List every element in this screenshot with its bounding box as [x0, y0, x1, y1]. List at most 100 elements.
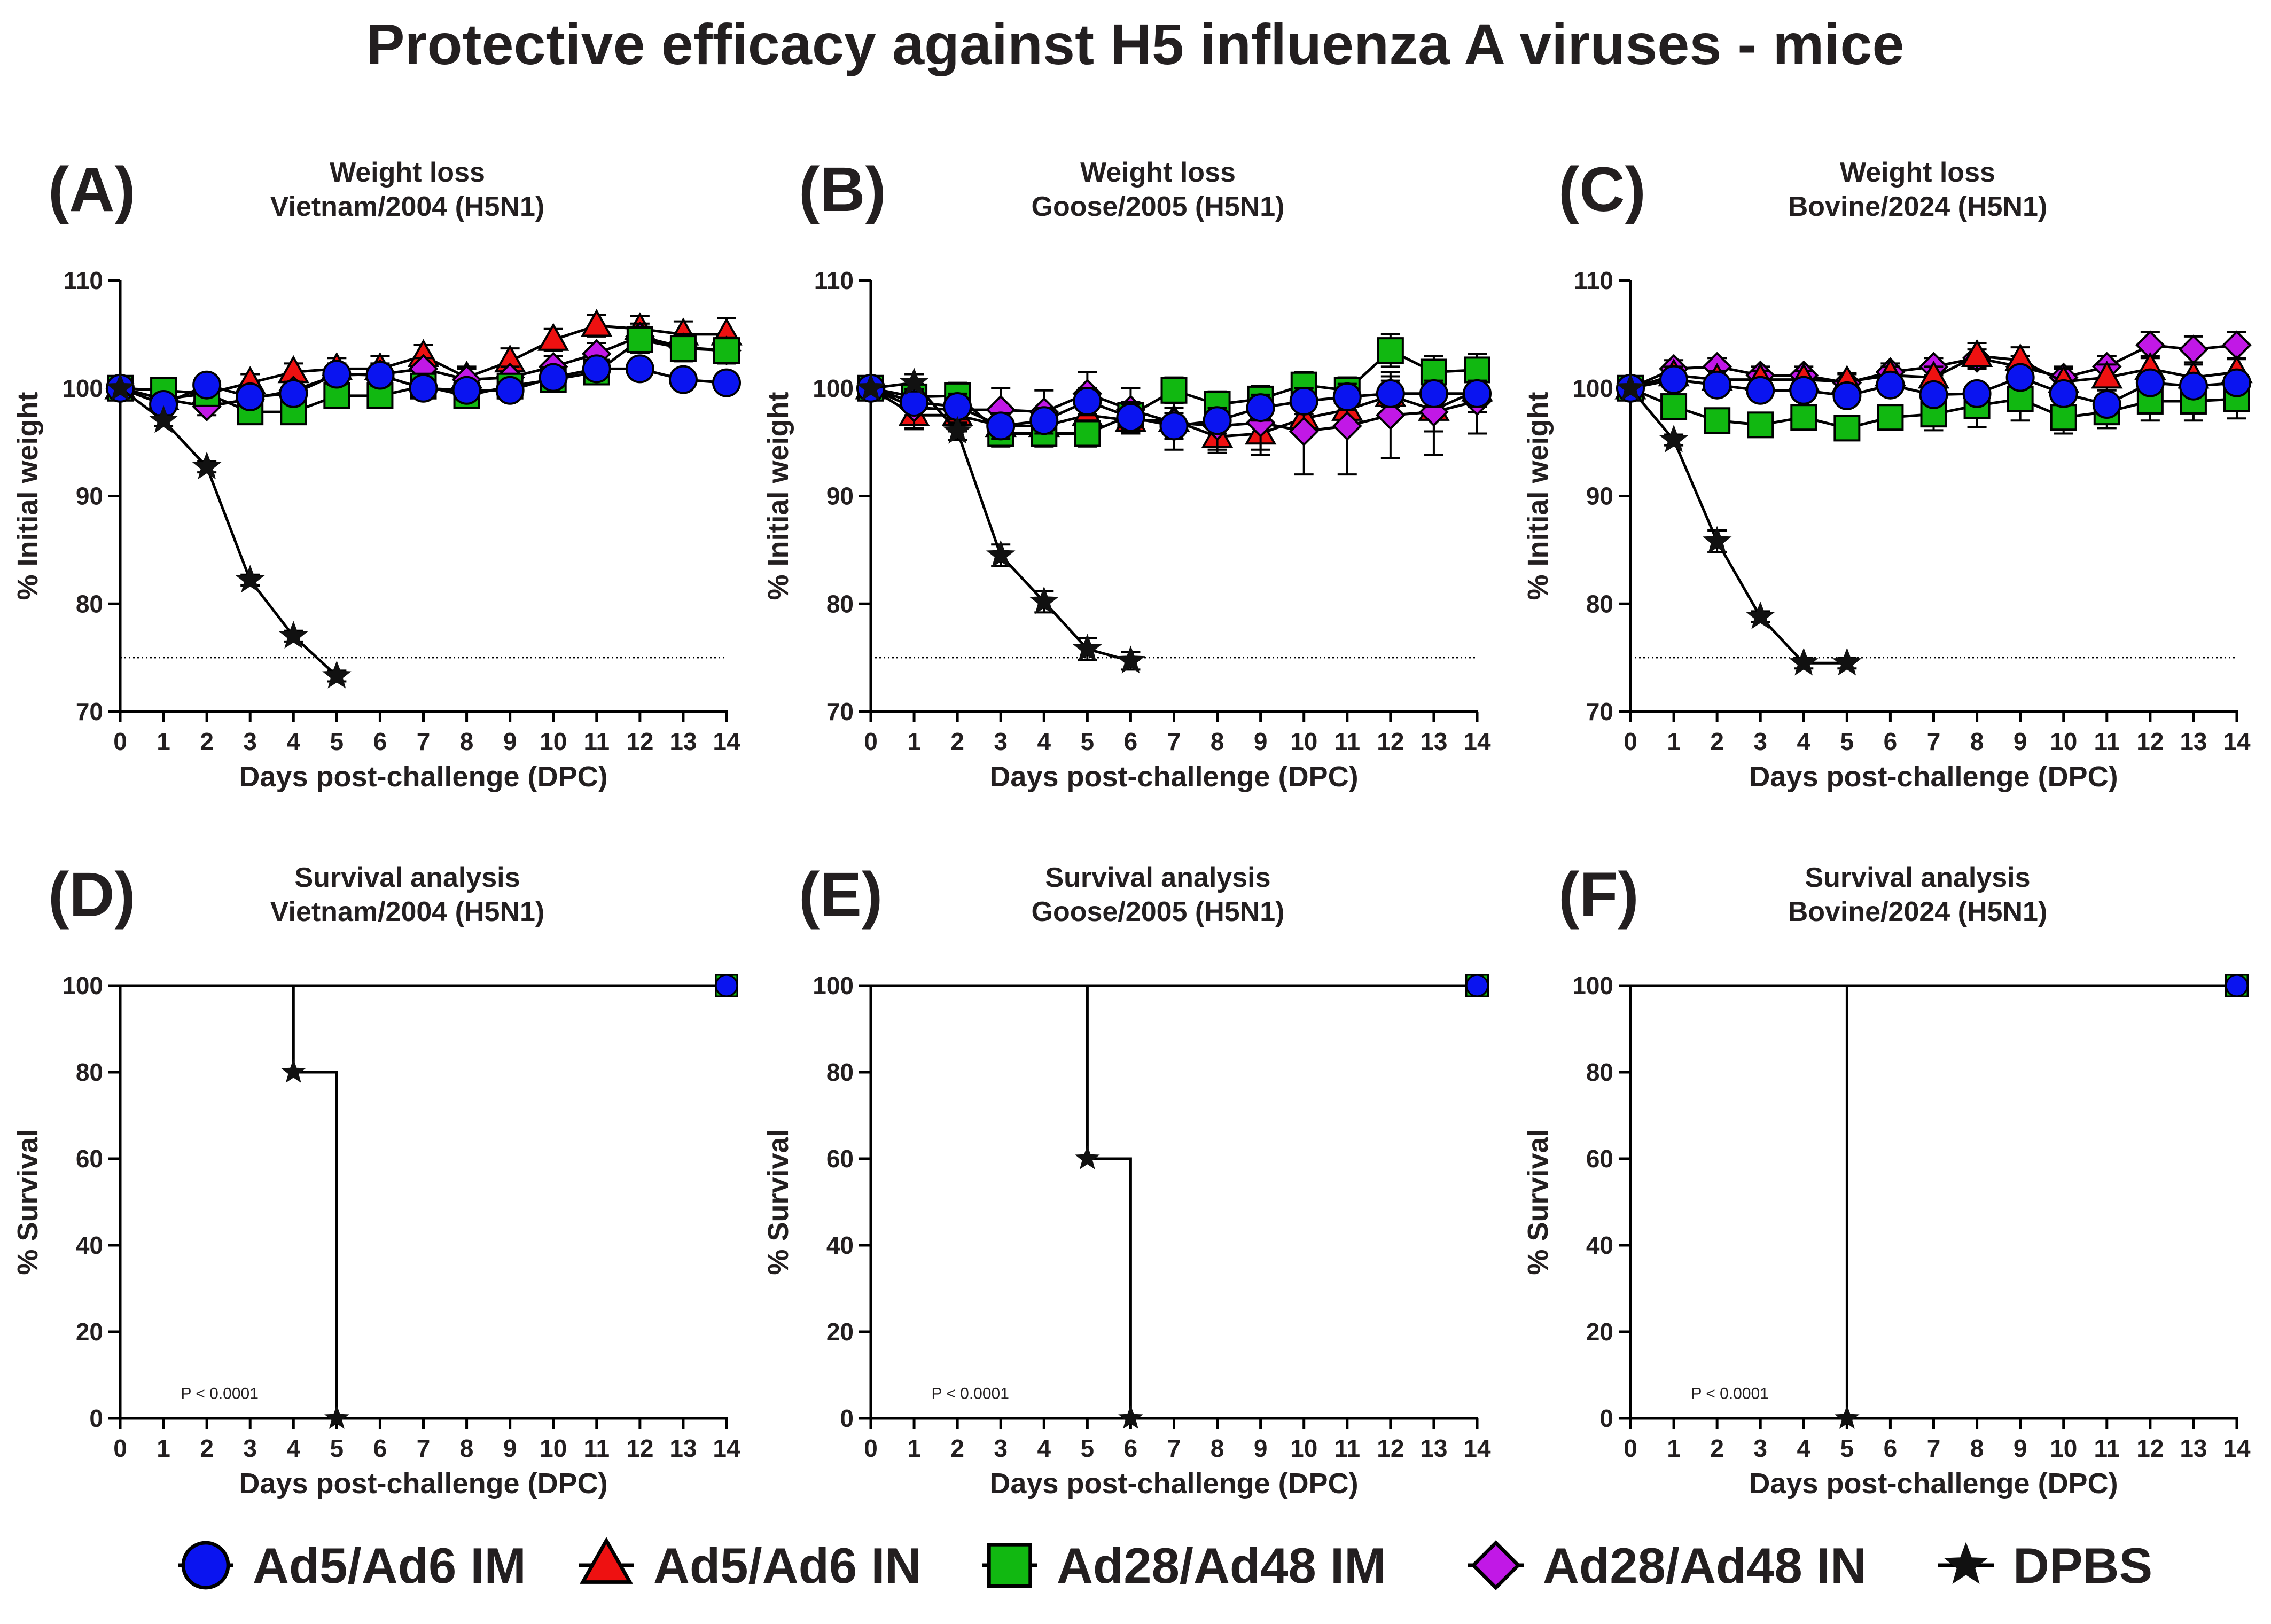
- panel-f-x-tick-label: 14: [2223, 1434, 2251, 1462]
- panel-a-y-tick-label: 90: [76, 482, 103, 510]
- panel-c-point-ad5-ad6-im: [1832, 381, 1862, 410]
- panel-d-y-tick-label: 80: [76, 1058, 103, 1086]
- panel-c-point-ad28-ad48-im: [1877, 404, 1904, 431]
- panel-a-point-ad5-ad6-im: [582, 354, 611, 384]
- panel-f-x-tick-label: 13: [2180, 1434, 2207, 1462]
- panel-c-title-line: Bovine/2024 (H5N1): [1788, 191, 2048, 222]
- panel-d-survival-point-dpbs: [280, 1059, 306, 1083]
- panel-c-series-dpbs: [1616, 373, 1862, 676]
- panel-b-point-ad5-ad6-im: [1159, 411, 1189, 441]
- panel-f-x-tick-label: 4: [1797, 1434, 1810, 1462]
- panel-c-x-tick-label: 10: [2050, 728, 2077, 755]
- panel-f-y-tick-label: 40: [1586, 1231, 1613, 1259]
- panel-d-y-tick-label: 0: [89, 1404, 103, 1432]
- panel-b-x-tick-label: 6: [1124, 728, 1138, 755]
- panel-c-point-ad28-ad48-im: [2050, 404, 2077, 431]
- panel-b-point-dpbs: [856, 373, 886, 401]
- panel-c-x-tick-label: 2: [1710, 728, 1724, 755]
- panel-c-point-ad5-ad6-im: [1746, 376, 1775, 405]
- panel-a-x-tick-label: 10: [540, 728, 567, 755]
- panel-a-point-dpbs: [192, 451, 222, 480]
- panel-e-x-tick-label: 13: [1420, 1434, 1447, 1462]
- panel-c-x-tick-label: 7: [1927, 728, 1941, 755]
- panel-e-y-tick-label: 0: [840, 1404, 854, 1432]
- panel-c-x-tick-label: 4: [1797, 728, 1810, 755]
- panel-a-point-ad5-ad6-im: [236, 382, 265, 411]
- panel-f-x-tick-label: 6: [1884, 1434, 1898, 1462]
- panel-b-point-ad5-ad6-im: [1289, 386, 1318, 416]
- panel-d-title-line: Survival analysis: [294, 862, 520, 893]
- panel-b-y-tick-label: 70: [826, 698, 854, 725]
- panel-c-title-line: Weight loss: [1840, 157, 1995, 188]
- panel-b-x-tick-label: 11: [1334, 728, 1360, 755]
- panel-a-point-ad28-ad48-im: [626, 326, 653, 353]
- panel-d-y-tick-label: 100: [62, 972, 103, 1000]
- panel-b-title-line: Goose/2005 (H5N1): [1032, 191, 1285, 222]
- panel-b-point-ad5-ad6-im: [1116, 403, 1145, 432]
- legend-label: Ad5/Ad6 IM: [253, 1537, 526, 1594]
- legend-label: Ad28/Ad48 IM: [1057, 1537, 1386, 1594]
- panel-d-survival-point-dpbs: [324, 1405, 349, 1429]
- panel-a-x-tick-label: 6: [373, 728, 387, 755]
- panel-c-point-dpbs: [1789, 647, 1819, 676]
- panel-a-letter: (A): [48, 154, 136, 225]
- legend: Ad5/Ad6 IM Ad5/Ad6 IN Ad28/Ad48 IM Ad28/Ad4…: [178, 1536, 2152, 1594]
- panel-c-x-tick-label: 0: [1624, 728, 1637, 755]
- legend-marker-square: [987, 1543, 1032, 1588]
- panel-e-x-tick-label: 3: [994, 1434, 1008, 1462]
- panel-b-point-dpbs: [1073, 634, 1102, 662]
- panel-c-point-ad5-ad6-im: [2179, 371, 2208, 401]
- panel-a-x-tick-label: 5: [330, 728, 344, 755]
- panel-d-x-tick-label: 3: [243, 1434, 257, 1462]
- panel-e-survival-point-dpbs: [1075, 1145, 1100, 1169]
- panel-b-y-tick-label: 80: [826, 590, 854, 618]
- panel-f-x-tick-label: 7: [1927, 1434, 1941, 1462]
- panel-a-y-tick-label: 80: [76, 590, 103, 618]
- panel-c-x-tick-label: 8: [1970, 728, 1984, 755]
- panel-a-point-ad5-ad6-im: [668, 365, 698, 394]
- panel-e-x-tick-label: 11: [1334, 1434, 1360, 1462]
- panel-b-x-tick-label: 3: [994, 728, 1008, 755]
- panel-e-y-tick-label: 40: [826, 1231, 854, 1259]
- panel-d-y-tick-label: 20: [76, 1318, 103, 1346]
- panel-f-title-line: Survival analysis: [1805, 862, 2030, 893]
- panel-a-y-tick-label: 110: [64, 267, 103, 294]
- panel-f-p-value: P < 0.0001: [1691, 1385, 1769, 1403]
- panel-e-x-tick-label: 5: [1081, 1434, 1095, 1462]
- panel-d-x-tick-label: 6: [373, 1434, 387, 1462]
- panel-c-point-ad5-ad6-in: [2091, 361, 2123, 389]
- panel-d-survival-dpbs: [120, 984, 727, 1420]
- panel-b-point-ad28-ad48-in: [1332, 411, 1362, 441]
- panel-b-point-dpbs: [899, 367, 929, 395]
- panel-d-x-tick-label: 1: [157, 1434, 170, 1462]
- panel-b-point-ad5-ad6-im: [1376, 379, 1405, 408]
- panel-d-x-tick-label: 11: [583, 1434, 610, 1462]
- panel-a-x-axis-label: Days post-challenge (DPC): [239, 761, 607, 793]
- panel-c-point-ad5-ad6-im: [2135, 368, 2165, 397]
- panel-e-x-tick-label: 7: [1167, 1434, 1181, 1462]
- panel-c-x-tick-label: 3: [1753, 728, 1767, 755]
- panel-c-y-tick-label: 90: [1586, 482, 1613, 510]
- panel-b-point-dpbs: [986, 540, 1016, 568]
- panel-a-point-ad28-ad48-im: [669, 335, 697, 362]
- panel-b-point-ad5-ad6-im: [1332, 382, 1362, 411]
- panel-e-survival-dpbs: [871, 984, 1477, 1420]
- panel-c-y-axis-label: % Initial weight: [1522, 392, 1554, 600]
- panel-c-point-ad5-ad6-im: [1659, 365, 1689, 394]
- panel-b-point-ad28-ad48-in: [1289, 416, 1319, 447]
- panel-f-x-tick-label: 3: [1753, 1434, 1767, 1462]
- panel-c-point-ad5-ad6-im: [1962, 379, 1992, 408]
- panel-d-x-tick-label: 12: [626, 1434, 653, 1462]
- panel-b-point-ad5-ad6-im: [1419, 379, 1448, 408]
- panel-e-x-tick-label: 12: [1377, 1434, 1404, 1462]
- panel-d-x-tick-label: 10: [540, 1434, 567, 1462]
- panel-d-x-tick-label: 0: [113, 1434, 127, 1462]
- panel-a-point-ad5-ad6-im: [279, 379, 308, 408]
- panel-c-x-tick-label: 13: [2180, 728, 2207, 755]
- panel-b-point-ad5-ad6-im: [1203, 406, 1232, 435]
